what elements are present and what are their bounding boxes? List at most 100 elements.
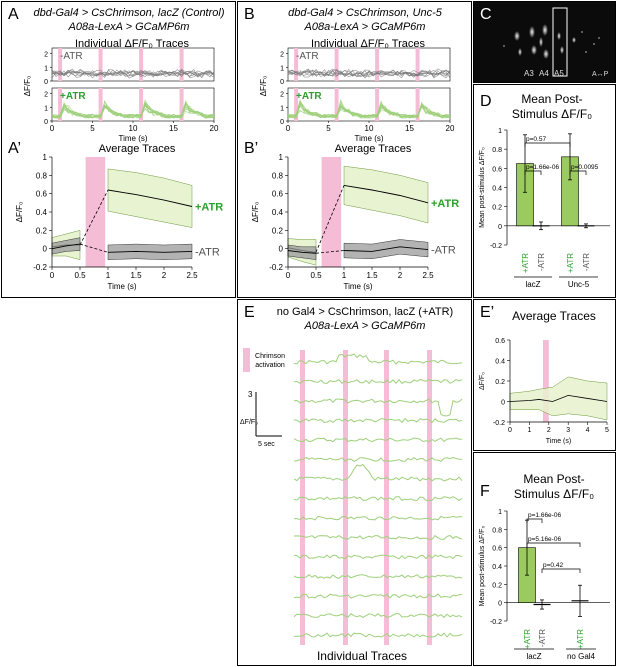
- stim-bar: [139, 88, 144, 121]
- panel-e-prime: E’ Average Traces 0 1 2 3 4 5 -0.2 0 0.2 0.4 0.6 Ti…: [473, 299, 616, 451]
- stim-window: [321, 157, 342, 267]
- stim-bar: [139, 48, 144, 81]
- y-tick-label: 0: [43, 245, 48, 254]
- individual-trace: [293, 398, 463, 417]
- x-tick-label: 15: [405, 124, 414, 133]
- significance-bracket: [524, 170, 542, 175]
- y-tick-label: 0: [498, 601, 502, 608]
- panel-a-letter: A: [8, 6, 19, 23]
- y-tick-label: 0.6: [492, 166, 502, 173]
- a-avg-title: Average Traces: [99, 143, 176, 155]
- panel-b: B dbd-Gal4 > CsChrimson, Unc-5 A08a-LexA…: [237, 1, 472, 298]
- x-tick-label: 0.5: [310, 271, 322, 280]
- stim-bar: [343, 350, 348, 645]
- y-tick-label: 1: [279, 153, 284, 162]
- panel-e-title-1: no Gal4 > CsChrimson, lacZ (+ATR): [260, 306, 470, 318]
- panel-a: A dbd-Gal4 > CsChrimson, lacZ (Control) …: [1, 1, 236, 298]
- y-axis-label: Mean post-stimulus ΔF/F₀: [479, 526, 486, 607]
- y-tick-label: 0.6: [495, 338, 505, 345]
- x-tick-label: 5: [90, 124, 95, 133]
- panel-d-letter: D: [480, 93, 492, 110]
- group-label: lacZ: [526, 652, 541, 661]
- seg-label-a4: A4: [539, 69, 549, 78]
- individual-trace: [287, 69, 451, 79]
- y-tick-label: 0: [498, 224, 502, 231]
- x-axis-label: Time (s): [107, 282, 136, 291]
- stim-bar: [415, 48, 420, 81]
- y-tick-label: 0: [44, 119, 48, 126]
- d-title-2: Stimulus ΔF/F₀: [512, 107, 592, 121]
- individual-trace: [51, 68, 215, 79]
- x-tick-label: 5: [326, 124, 331, 133]
- e-scale-y-value: 3: [248, 390, 253, 399]
- x-tick-label: 3: [566, 427, 570, 434]
- y-tick-label: 0.8: [492, 527, 502, 534]
- y-tick-label: 0.2: [492, 205, 502, 212]
- y-tick-label: -0.2: [269, 263, 283, 272]
- stim-bar: [58, 48, 63, 81]
- gap-connector: [79, 189, 109, 246]
- x-tick-label: 20: [210, 124, 219, 133]
- stim-bar: [179, 48, 184, 81]
- panel-e: E no Gal4 > CsChrimson, lacZ (+ATR) A08a…: [237, 299, 472, 666]
- stim-bar: [427, 350, 432, 645]
- individual-trace: [293, 496, 463, 501]
- x-axis-label: Time (s): [546, 438, 571, 445]
- x-tick-label: 10: [129, 124, 138, 133]
- b-indiv-title: Individual ΔF/F₀ Traces: [311, 38, 426, 50]
- stim-bar: [375, 88, 380, 121]
- group-label: Unc-5: [568, 280, 590, 289]
- y-tick-label: 1: [44, 105, 48, 112]
- p-value: p=0.42: [543, 562, 563, 569]
- y-tick-label: 0.6: [272, 190, 284, 199]
- y-tick-label: 0.8: [36, 171, 48, 180]
- significance-bracket: [524, 142, 571, 147]
- x-tick-label: 15: [169, 124, 178, 133]
- group-label: lacZ: [525, 280, 540, 289]
- individual-trace: [294, 515, 462, 521]
- y-tick-label: 0: [279, 245, 284, 254]
- stim-bar: [294, 48, 299, 81]
- category-label: +ATR: [566, 253, 575, 273]
- a-indiv-title: Individual ΔF/F₀ Traces: [75, 38, 190, 50]
- x-tick-label: 5: [605, 427, 609, 434]
- group-label: -ATR: [60, 51, 83, 62]
- group-label: +ATR: [60, 91, 86, 102]
- individual-trace: [293, 417, 463, 424]
- significance-bracket: [569, 170, 587, 175]
- individual-trace: [293, 463, 463, 482]
- x-tick-label: 1: [342, 271, 347, 280]
- panel-b-title-2: A08a-LexA > GCaMP6m: [304, 21, 426, 33]
- x-tick-label: 0: [508, 427, 512, 434]
- a-indiv-plot: 0 1 2 -ATR 0 1 2 +ATR 0 5 10 15 20 Time (s) ΔF/F₀: [23, 47, 219, 143]
- stim-bar: [98, 48, 103, 81]
- chart-f: Mean Post- Stimulus ΔF/F₀ -0.2 0 0.2 0.4 0.6…: [479, 472, 610, 661]
- e-traces: [293, 350, 463, 645]
- panel-f: F Mean Post- Stimulus ΔF/F₀ -0.2 0 0.2 0.4 0…: [473, 452, 616, 666]
- individual-trace: [51, 69, 215, 79]
- individual-trace: [51, 102, 215, 119]
- y-tick-label: 0.2: [272, 226, 284, 235]
- x-tick-label: 10: [365, 124, 374, 133]
- y-tick-label: 0.4: [36, 208, 48, 217]
- microscopy-image: A3 A4 A5 A↔P: [503, 7, 609, 78]
- p-value: p=0.57: [526, 136, 546, 143]
- stim-bar: [58, 88, 63, 121]
- x-tick-label: 1: [106, 271, 111, 280]
- category-label: +ATR: [576, 629, 585, 649]
- x-tick-label: 2.5: [186, 271, 198, 280]
- stim-bar: [294, 88, 299, 121]
- individual-trace: [287, 98, 451, 119]
- x-tick-label: 0: [286, 271, 291, 280]
- x-tick-label: 1.5: [130, 271, 142, 280]
- individual-trace: [293, 574, 463, 579]
- y-tick-label: 2: [44, 92, 48, 99]
- individual-trace: [287, 103, 451, 118]
- f-title-2: Stimulus ΔF/F₀: [514, 487, 594, 501]
- stim-bar: [334, 48, 339, 81]
- x-tick-label: 1.5: [366, 271, 378, 280]
- y-tick-label: 1: [498, 509, 502, 516]
- e-legend-text-2: activation: [255, 362, 285, 369]
- y-axis-label: ΔF/F₀: [479, 372, 486, 390]
- category-label: +ATR: [523, 629, 532, 649]
